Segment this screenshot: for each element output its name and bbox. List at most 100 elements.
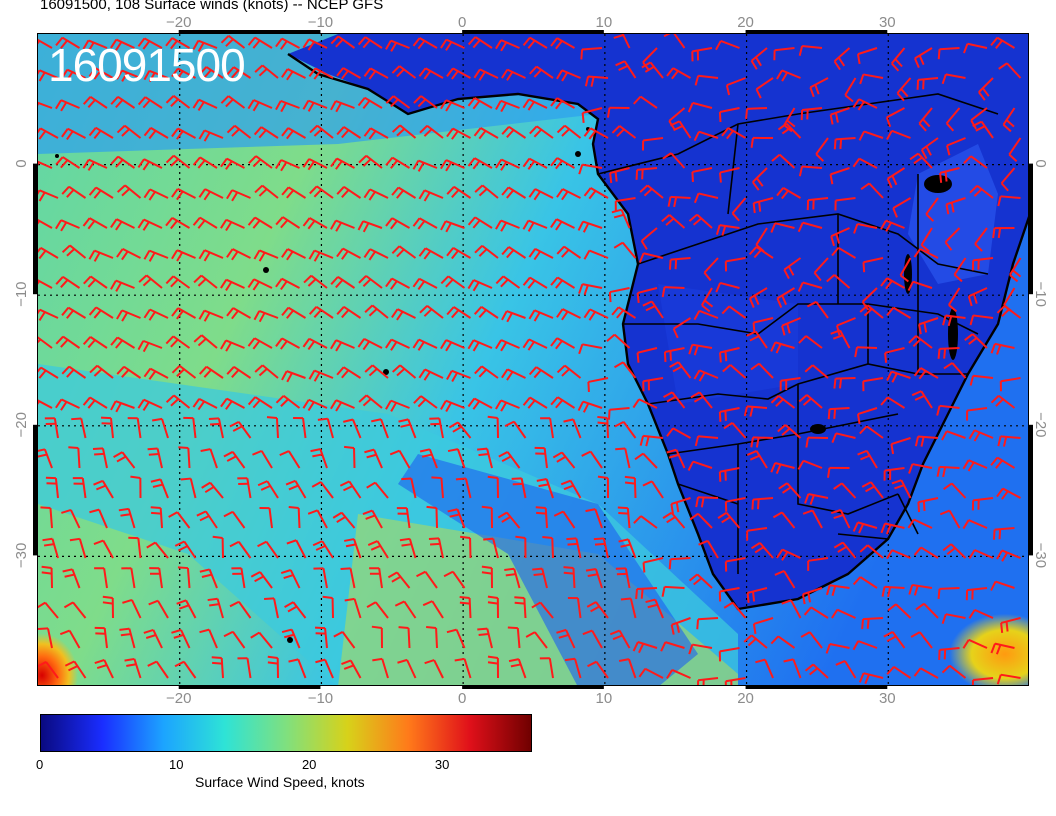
wind-barb [275,216,301,229]
wind-barb [997,195,1021,207]
wind-barb [990,580,1015,591]
wind-barb [279,450,301,469]
wind-barb [886,549,911,560]
wind-barb [196,510,218,529]
colorbar-tick-label: 0 [36,757,44,772]
wind-barb [661,585,685,597]
wind-barb [413,395,438,409]
wind-barb [223,450,246,469]
wind-barb [962,638,988,649]
wind-barb [72,477,87,499]
wind-barb [339,480,362,499]
wind-barb [92,447,108,469]
wind-barb [522,396,548,409]
wind-barb [118,507,136,529]
wind-barb [662,152,686,169]
wind-barb [996,673,1021,685]
wind-barb [443,570,466,589]
wind-barb [968,608,994,619]
wind-barb [781,599,802,619]
wind-barb [859,544,884,559]
wind-barb [815,137,829,162]
wind-barb [501,186,527,199]
wind-barb [412,277,438,291]
wind-barb [830,227,850,247]
wind-barb [199,628,218,649]
wind-barb [143,629,163,649]
wind-barb [247,36,273,49]
wind-barb [829,107,850,125]
wind-barb [467,157,493,170]
wind-barb [830,329,851,349]
wind-barb [587,377,609,392]
wind-barb [454,657,472,679]
wind-barb [473,305,499,319]
wind-barb [550,276,576,289]
wind-barb [585,567,603,589]
wind-barb [1009,257,1022,283]
lon-tick-bottom: 0 [458,690,466,707]
wind-barb [146,541,169,559]
wind-barb [459,596,472,619]
wind-barb [862,377,884,392]
wind-barb [419,304,444,319]
wind-barb [776,548,801,561]
wind-barb [220,339,245,352]
wind-barb [920,227,933,253]
wind-barb [913,667,939,679]
wind-barb [226,365,252,379]
wind-barb [852,521,878,534]
wind-barb [963,155,988,169]
wind-barb [308,249,334,262]
wind-barb [293,416,307,439]
wind-barb [481,505,493,529]
wind-barb [281,186,307,199]
wind-barb [418,67,444,80]
wind-barb [266,416,279,439]
wind-barb [962,459,988,472]
wind-barb [971,497,994,511]
wind-barb [641,137,664,151]
wind-barb [61,68,86,81]
wind-barb [899,257,912,283]
wind-barb [514,596,527,619]
wind-barb [367,540,389,559]
wind-barb [281,248,306,261]
wind-barb [121,567,136,589]
wind-barb [302,398,328,412]
wind-barb [446,247,472,260]
wind-barb [583,249,609,260]
wind-barb [220,397,245,410]
wind-barb [311,481,334,499]
wind-barb [721,305,747,319]
wind-barb [750,436,774,448]
wind-barb [550,97,575,110]
wind-barb [880,277,905,290]
lon-tick-top: −10 [308,14,333,31]
wind-barb [743,405,768,417]
wind-barb [336,247,361,260]
wind-barb [171,628,191,649]
wind-barb [642,377,664,392]
wind-barb [137,96,163,109]
wind-barb [880,522,905,535]
wind-barb [971,677,994,685]
wind-barb [550,218,575,231]
wind-barb [38,219,53,229]
wind-barb [597,475,609,499]
wind-barb [770,341,795,354]
wind-barb [467,97,493,110]
wind-barb [389,449,411,469]
wind-barb [257,480,279,499]
wind-barb [615,60,637,79]
wind-barb [642,300,664,319]
wind-barb [636,287,658,304]
wind-barb [364,364,389,379]
wind-barb [418,189,444,202]
wind-barb [830,509,851,529]
wind-barb [715,40,740,51]
wind-barb [550,37,575,50]
wind-barb [307,509,328,529]
wind-barb [552,451,576,469]
wind-barb [504,567,521,589]
